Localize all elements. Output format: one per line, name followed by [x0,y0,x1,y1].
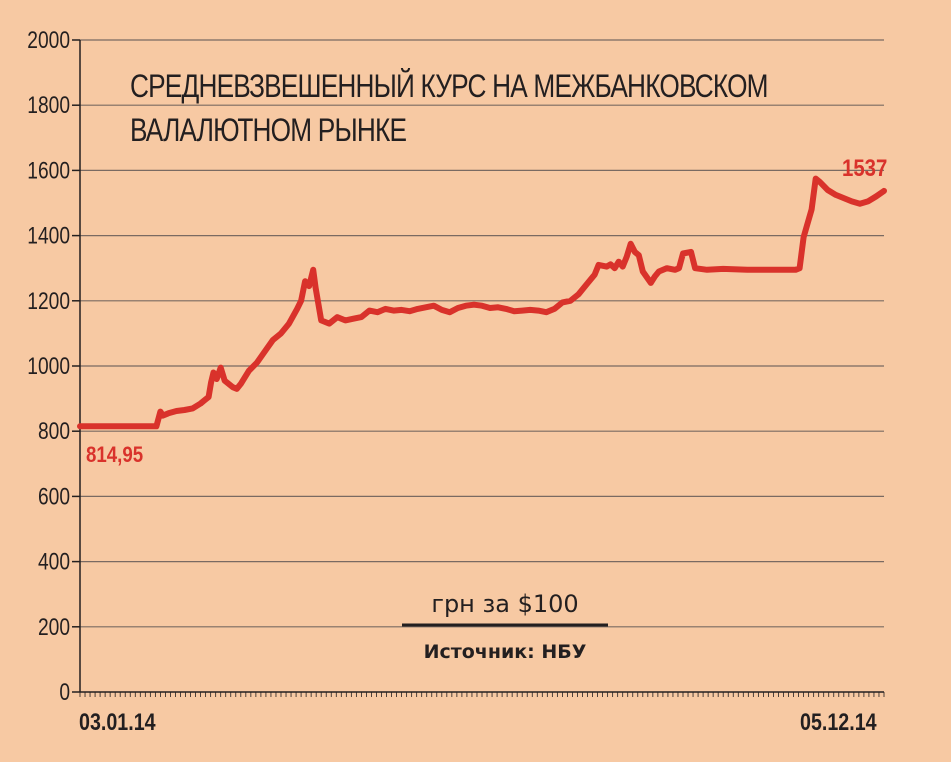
chart-title: СРЕДНЕВЗВЕШЕННЫЙ КУРС НА МЕЖБАНКОВСКОМ В… [130,64,769,152]
y-tick-label: 400 [38,548,70,576]
unit-label: грн за $100 [431,590,578,618]
source-label: Источник: НБУ [424,641,587,663]
y-tick-label: 1000 [27,352,70,380]
y-tick-label: 1400 [27,222,70,250]
y-tick-label: 2000 [27,26,70,54]
start-value-label: 814,95 [86,444,143,468]
y-tick-label: 1800 [27,91,70,119]
y-tick-label: 1200 [27,287,70,315]
y-tick-label: 600 [38,482,70,510]
x-tick-label-end: 05.12.14 [800,708,877,735]
series-line [77,175,887,430]
chart-title-line-2: ВАЛАЛЮТНОМ РЫНКЕ [130,112,407,148]
y-tick-label: 0 [59,678,70,706]
y-tick-label: 800 [38,417,70,445]
grid-lines [80,39,884,628]
y-tick-label: 200 [38,613,70,641]
x-tick-label-start: 03.01.14 [79,708,156,735]
end-value-label: 1537 [842,154,887,181]
x-tick-marks [79,692,885,697]
y-tick-labels: 0 200 400 600 800 1000 1200 1400 1600 1800 2000 [27,26,80,706]
y-tick-label: 1600 [27,156,70,184]
chart-title-line-1: СРЕДНЕВЗВЕШЕННЫЙ КУРС НА МЕЖБАНКОВСКОМ [130,68,769,104]
